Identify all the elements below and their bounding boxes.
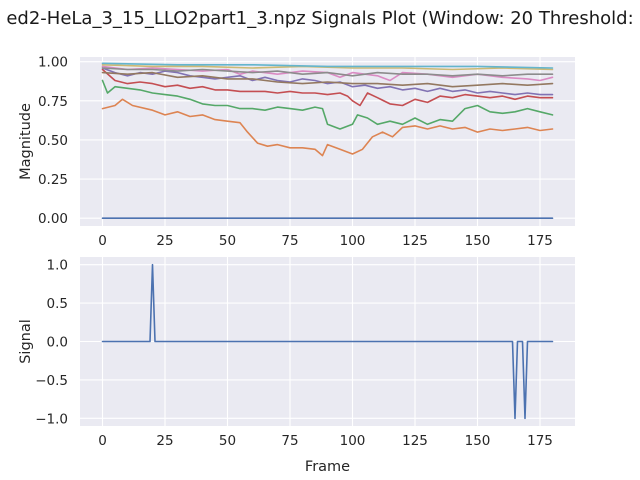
signal-series-group [101, 263, 554, 420]
magnitude-x-tick-label: 25 [156, 233, 173, 249]
magnitude-x-ticks: 0 25 50 75 100 125 150 175 [98, 233, 553, 249]
magnitude-plot-area [80, 57, 575, 226]
magnitude-series-line-10 [101, 62, 554, 69]
signal-y-ticks: −1.0 −0.5 0.0 0.5 1.0 [35, 258, 68, 428]
signal-y-tick-label: −0.5 [35, 373, 68, 389]
magnitude-x-tick-label: 150 [465, 233, 491, 249]
signal-x-tick-label: 175 [527, 433, 553, 449]
magnitude-y-tick-label: 0.00 [38, 211, 68, 227]
magnitude-x-tick-label: 175 [527, 233, 553, 249]
signal-y-tick-label: 0.5 [47, 296, 68, 312]
signal-x-tick-label: 25 [156, 433, 173, 449]
magnitude-series-line-2 [101, 98, 554, 157]
signal-series-line-1 [101, 263, 554, 420]
magnitude-series-group [101, 62, 554, 219]
signal-x-tick-label: 125 [402, 433, 428, 449]
signal-axes: 0 25 50 75 100 125 150 175 −1.0 −0.5 0.0 0.5 1.0 Si… [18, 257, 575, 475]
magnitude-x-tick-label: 100 [340, 233, 366, 249]
magnitude-series-line-8 [101, 67, 554, 77]
signal-y-tick-label: 0.0 [47, 335, 68, 351]
signal-x-tick-label: 100 [340, 433, 366, 449]
signal-x-tick-label: 75 [281, 433, 298, 449]
magnitude-x-tick-label: 75 [281, 233, 298, 249]
figure-title: ed2-HeLa_3_15_LLO2part1_3.npz Signals Pl… [6, 8, 633, 29]
signal-y-axis-label: Signal [18, 319, 34, 364]
magnitude-series-line-4 [101, 68, 554, 107]
magnitude-series-line-5 [101, 67, 554, 96]
magnitude-y-tick-label: 0.25 [38, 172, 68, 188]
magnitude-x-tick-label: 50 [219, 233, 236, 249]
signal-y-tick-label: 1.0 [47, 258, 68, 274]
signal-x-axis-label: Frame [305, 459, 350, 475]
signal-x-tick-label: 50 [219, 433, 236, 449]
magnitude-y-tick-label: 1.00 [38, 55, 68, 71]
magnitude-series-line-6 [101, 71, 554, 88]
magnitude-y-ticks: 0.00 0.25 0.50 0.75 1.00 [38, 55, 68, 227]
signal-y-tick-label: −1.0 [35, 411, 68, 427]
magnitude-y-tick-label: 0.75 [38, 94, 68, 110]
magnitude-series-line-9 [101, 64, 554, 71]
signal-x-tick-label: 150 [465, 433, 491, 449]
signal-x-ticks: 0 25 50 75 100 125 150 175 [98, 433, 553, 449]
magnitude-y-axis-label: Magnitude [18, 103, 34, 180]
magnitude-series-line-3 [101, 79, 554, 130]
magnitude-x-tick-label: 125 [402, 233, 428, 249]
magnitude-axes: 0 25 50 75 100 125 150 175 0.00 0.25 0.50 0.75 1.00… [18, 55, 575, 249]
magnitude-x-tick-label: 0 [98, 233, 107, 249]
signal-x-tick-label: 0 [98, 433, 107, 449]
magnitude-y-tick-label: 0.50 [38, 133, 68, 149]
